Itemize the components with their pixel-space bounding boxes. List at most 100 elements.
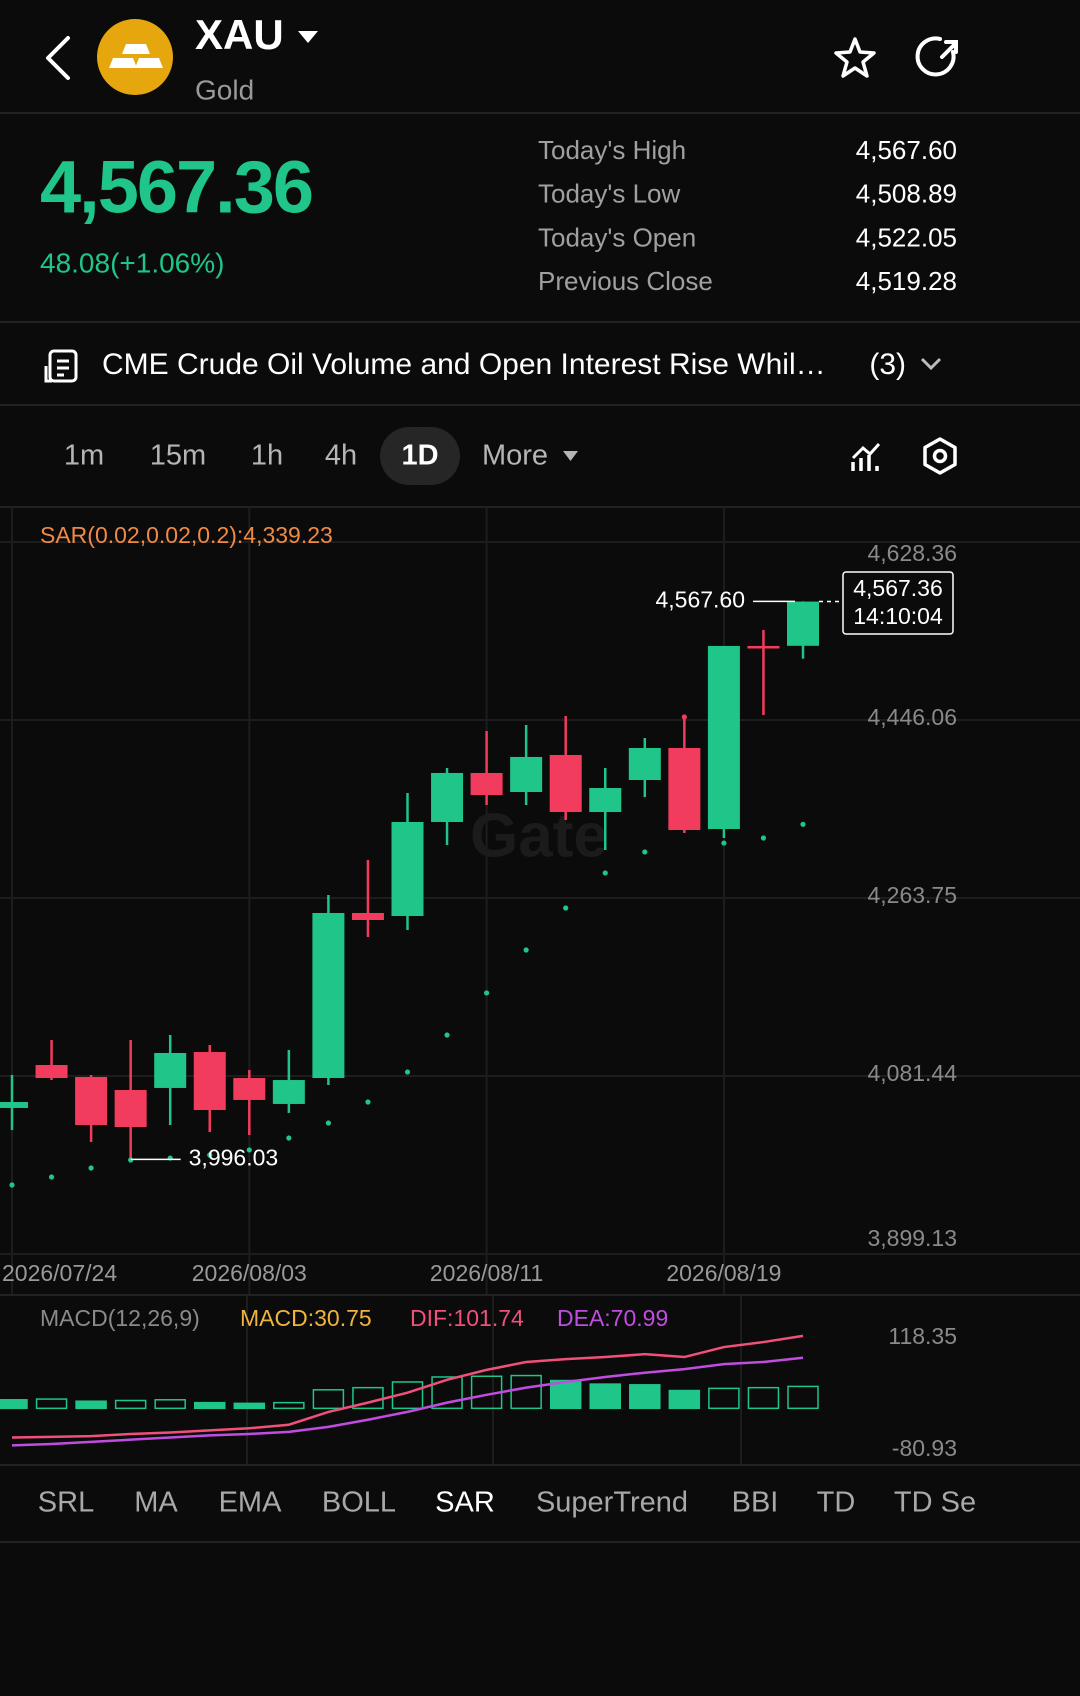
interval-tab[interactable]: 4h — [325, 440, 357, 472]
sar-dot — [760, 835, 767, 841]
symbol[interactable]: XAU — [195, 11, 284, 58]
candle-body — [470, 772, 503, 796]
sar-dot — [246, 1147, 252, 1153]
indicator-tab[interactable]: SAR — [435, 1487, 495, 1519]
stat-value: 4,519.28 — [856, 266, 957, 296]
candle-body — [549, 755, 582, 813]
sar-dot — [365, 1099, 371, 1105]
sar-dot — [721, 840, 727, 846]
asset-icon — [97, 19, 173, 95]
macd-chart: MACD(12,26,9) -80.93 118.35 MACD:30.75 DIF:1… — [0, 1295, 957, 1465]
candle-body — [668, 747, 701, 830]
news-count[interactable]: (3) — [869, 348, 906, 381]
annotation-label: 4,567.60 — [655, 586, 745, 612]
candle-body — [193, 1052, 226, 1111]
y-tick-label: 4,446.06 — [867, 704, 957, 730]
stat-value: 4,567.60 — [856, 135, 957, 165]
macd-bar — [629, 1384, 661, 1410]
price-tag-time: 14:10:04 — [853, 603, 943, 629]
sar-dot — [444, 1032, 450, 1038]
sar-dot — [563, 905, 569, 911]
stat-label: Previous Close — [538, 266, 713, 296]
indicator-tab[interactable]: TD — [817, 1487, 856, 1519]
macd-bar — [194, 1401, 226, 1410]
indicator-tab[interactable]: BOLL — [322, 1487, 396, 1519]
macd-bar — [312, 1389, 345, 1410]
candle-body — [312, 912, 345, 1078]
indicator-tab[interactable]: SuperTrend — [536, 1487, 688, 1519]
macd-bar — [510, 1374, 542, 1410]
y-tick-label: 4,263.75 — [867, 882, 957, 908]
sar-dot — [800, 821, 806, 827]
legend-entry: DEA:70.99 — [557, 1305, 668, 1331]
stat-label: Today's Low — [538, 179, 680, 209]
y-tick-label: -80.93 — [892, 1435, 957, 1461]
sar-dot — [404, 1069, 411, 1075]
macd-bar — [431, 1376, 463, 1410]
sar-dot — [9, 1182, 15, 1188]
x-tick-label: 2026/08/11 — [430, 1260, 543, 1286]
sar-dot — [523, 947, 529, 953]
settings-button[interactable] — [923, 437, 957, 475]
candle-body — [351, 912, 384, 921]
indicator-tab[interactable]: MA — [134, 1487, 178, 1519]
sar-dot — [207, 1152, 213, 1158]
back-button[interactable] — [46, 36, 70, 80]
news-headline[interactable]: CME Crude Oil Volume and Open Interest R… — [102, 348, 826, 381]
interval-tab[interactable]: 1D — [401, 440, 438, 472]
stat-value: 4,508.89 — [856, 179, 957, 209]
sar-dot — [602, 870, 608, 876]
candle-body — [233, 1077, 266, 1100]
sar-dot — [484, 990, 490, 996]
macd-bar — [747, 1386, 780, 1410]
macd-bar — [787, 1385, 819, 1410]
macd-bar — [549, 1379, 582, 1410]
macd-line — [11, 1356, 804, 1447]
legend-entry: SAR(0.02,0.02,0.2):4,339.23 — [40, 522, 333, 548]
sar-dot — [48, 1174, 55, 1180]
candle-body — [707, 645, 740, 830]
indicator-tab[interactable]: SRL — [38, 1487, 94, 1519]
candle-body — [628, 747, 661, 781]
macd-bar — [154, 1399, 186, 1410]
macd-line — [11, 1334, 804, 1439]
macd-bar — [273, 1401, 305, 1410]
legend-entry: MACD:30.75 — [240, 1305, 372, 1331]
candle-body — [431, 772, 464, 822]
macd-bar — [589, 1383, 621, 1410]
sar-dot — [681, 714, 687, 720]
interval-tab[interactable]: 1h — [251, 440, 283, 472]
legend-entry: DIF:101.74 — [410, 1305, 524, 1331]
y-tick-label: 4,628.36 — [867, 540, 957, 566]
dropdown-caret[interactable] — [563, 451, 578, 461]
annotation-label: 3,996.03 — [189, 1144, 279, 1170]
news-icon — [44, 349, 78, 383]
interval-tab[interactable]: 1m — [64, 440, 104, 472]
price-tag — [842, 571, 954, 635]
indicator-tab[interactable]: TD Se — [894, 1487, 976, 1519]
share-button[interactable] — [915, 36, 958, 77]
interval-tab[interactable]: 15m — [150, 440, 206, 472]
macd-bar — [75, 1400, 107, 1410]
indicator-title: MACD(12,26,9) — [40, 1305, 200, 1331]
candle-body — [589, 788, 622, 813]
symbol-dropdown[interactable] — [298, 31, 318, 43]
candle-body — [114, 1089, 147, 1128]
stat-value: 4,522.05 — [856, 222, 957, 252]
macd-bar — [708, 1387, 740, 1410]
indicator-tab[interactable]: EMA — [219, 1487, 283, 1519]
sar-dot — [88, 1165, 94, 1171]
stat-label: Today's High — [538, 135, 686, 165]
indicator-button[interactable] — [851, 442, 881, 471]
favorite-button[interactable] — [834, 37, 876, 78]
candle-body — [75, 1077, 108, 1126]
price-tag-value: 4,567.36 — [853, 575, 943, 601]
macd-bar — [668, 1389, 701, 1410]
candle-body — [35, 1065, 68, 1078]
indicator-tab[interactable]: BBI — [732, 1487, 779, 1519]
interval-tab[interactable]: More — [482, 440, 548, 472]
news-expand[interactable] — [920, 357, 942, 371]
